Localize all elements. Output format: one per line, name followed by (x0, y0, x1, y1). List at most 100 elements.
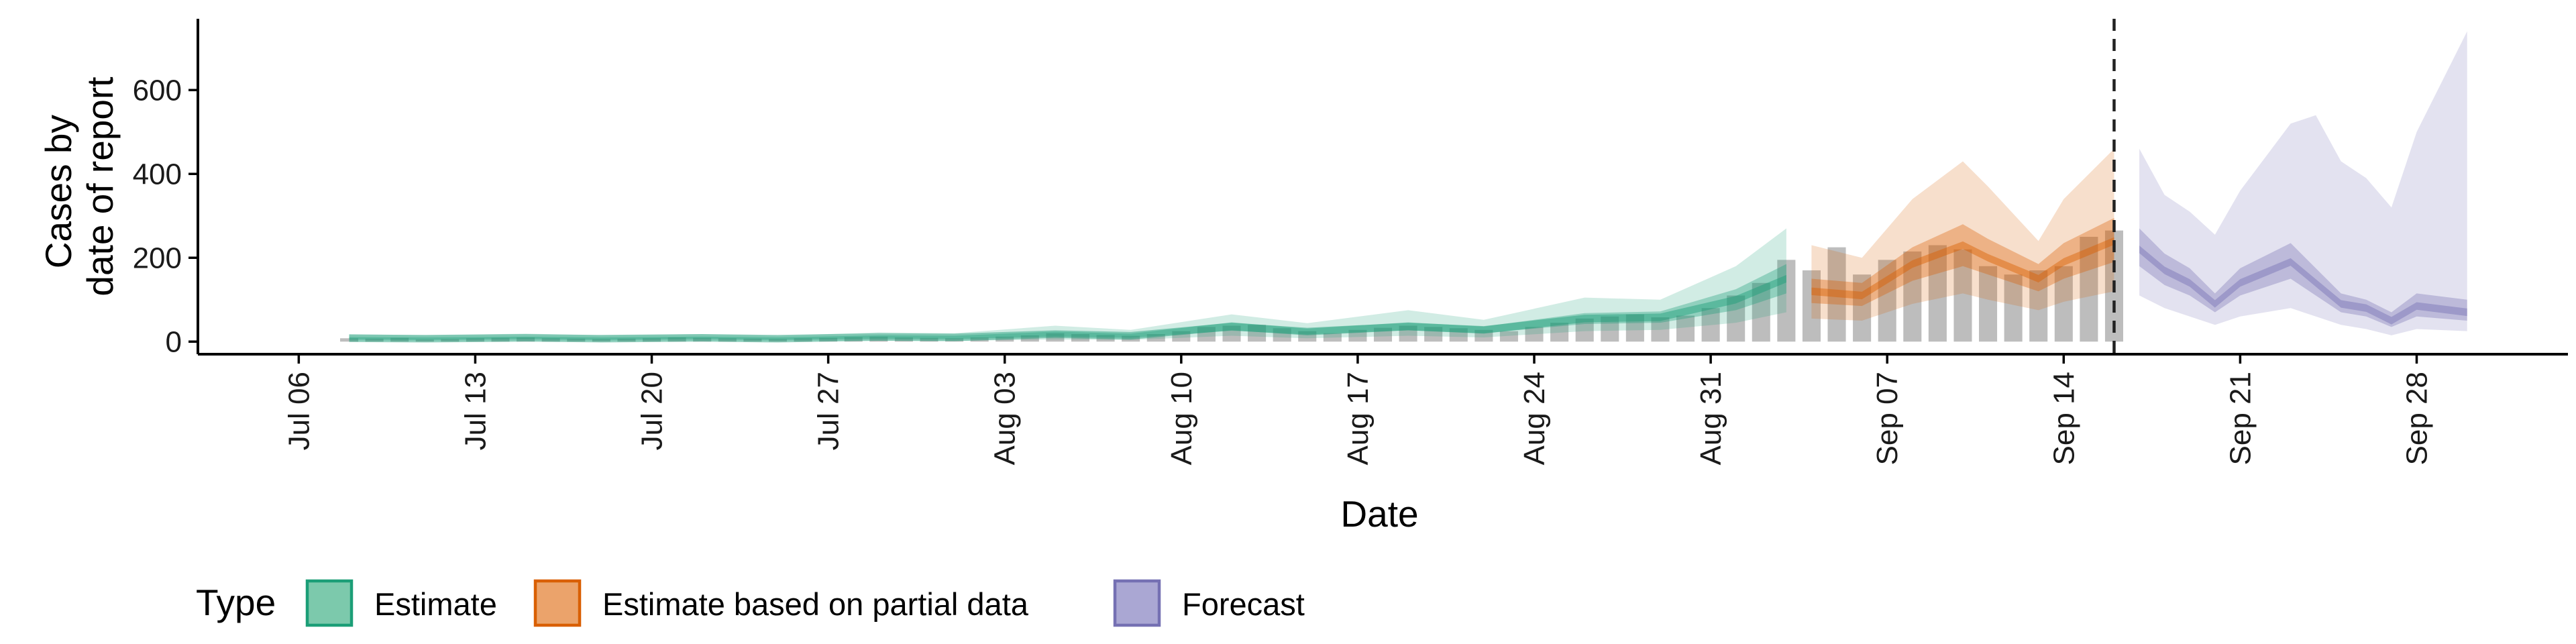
reported-cases-bar (1625, 314, 1644, 342)
reported-cases-bar (718, 338, 737, 342)
band-50-estimate-based-on-partial-data (1811, 217, 2114, 307)
reported-cases-bar (517, 337, 535, 342)
reported-cases-bar (1424, 327, 1443, 342)
reported-cases-bar (1071, 334, 1090, 342)
reported-cases-bar (1373, 327, 1393, 342)
reported-cases-bar (1903, 251, 1922, 342)
x-tick-label: Sep 21 (2224, 372, 2257, 465)
reported-cases-bar (1197, 327, 1216, 342)
reported-cases-bar (1651, 317, 1670, 342)
legend-key-estimate-based-on-partial-data (533, 579, 582, 627)
reported-cases-bar (996, 336, 1014, 342)
reported-cases-bar (1575, 318, 1594, 342)
y-axis-title: Cases by date of report (38, 76, 121, 296)
legend-item-estimate: Estimate (305, 579, 497, 627)
legend-key-estimate (305, 579, 354, 627)
reported-cases-bar (1273, 328, 1291, 342)
reported-cases-bar (2080, 237, 2098, 342)
reported-cases-bar (1727, 295, 1746, 342)
reported-cases-bar (844, 337, 863, 342)
legend-label-estimate-based-on-partial-data: Estimate based on partial data (602, 586, 1029, 622)
reported-cases-bar (2004, 274, 2023, 342)
reported-cases-bar (1928, 245, 1947, 342)
reported-cases-bar (894, 337, 913, 342)
reported-cases-bar (768, 339, 787, 342)
legend-label-forecast: Forecast (1182, 586, 1305, 622)
band-90-estimate (349, 228, 1786, 341)
x-tick-label: Jul 27 (812, 372, 845, 450)
reported-cases-bar (441, 339, 460, 342)
reported-cases-bar (1601, 316, 1619, 342)
x-tick-label: Aug 03 (989, 372, 1022, 465)
reported-cases-bar (1449, 328, 1468, 342)
reported-cases-bar (819, 337, 838, 342)
y-tick-label: 400 (133, 158, 182, 191)
reported-cases-bar (693, 337, 712, 342)
reported-cases-bar (920, 337, 938, 342)
legend-item-estimate-based-on-partial-data: Estimate based on partial data (533, 579, 1029, 627)
reported-cases-bar (1122, 335, 1140, 342)
reported-cases-bar (794, 338, 812, 342)
band-50-forecast (2139, 228, 2467, 327)
y-tick-label: 200 (133, 241, 182, 274)
y-axis-title-line-1: Cases by (38, 115, 79, 269)
reported-cases-bar (415, 339, 434, 342)
band-median-estimate (349, 274, 1786, 343)
x-axis-title: Date (1340, 493, 1418, 535)
reported-cases-bar (390, 337, 409, 342)
reported-cases-bar (1676, 315, 1695, 342)
reported-cases-bar (743, 338, 762, 342)
band-median-estimate-based-on-partial-data (1811, 237, 2114, 300)
reported-cases-bar (2054, 266, 2073, 342)
band-90-estimate-based-on-partial-data (1811, 148, 2114, 321)
reported-cases-bar (1752, 282, 1770, 342)
estimate-bands (349, 31, 2467, 343)
reported-cases-bar (491, 337, 510, 342)
reported-cases-bar (1802, 270, 1821, 342)
series-estimate-based-on-partial-data (1811, 148, 2114, 321)
reported-cases-bar (1550, 323, 1569, 342)
reported-cases-bar (1298, 331, 1317, 342)
legend: Type Estimate Estimate based on partial d… (196, 579, 1305, 627)
axes: 0 200 400 600 Jul 06 Jul 13 Jul 20 Jul 27 Aug 0… (133, 19, 2568, 465)
x-tick-label: Aug 10 (1165, 372, 1198, 465)
x-tick-label: Aug 24 (1518, 372, 1551, 465)
reported-cases-bar (567, 338, 586, 342)
band-90-forecast (2139, 31, 2467, 335)
reported-cases-bar (1878, 260, 1896, 342)
x-tick-label: Jul 13 (459, 372, 492, 450)
reported-cases-bar (1979, 266, 1998, 342)
x-tick-label: Aug 31 (1695, 372, 1727, 465)
series-estimate (349, 228, 1786, 343)
reported-cases-bar (1525, 327, 1544, 342)
reported-cases-bar (1020, 335, 1039, 342)
reported-cases-bar (1222, 325, 1241, 342)
x-tick-label: Aug 17 (1342, 372, 1375, 465)
y-tick-label: 0 (166, 325, 182, 358)
reported-cases-bar (592, 339, 610, 342)
reported-cases-bar (1096, 335, 1115, 342)
reported-cases-bar (1348, 329, 1367, 342)
reported-cases-bar (1827, 247, 1846, 342)
reported-cases-bars (339, 230, 2123, 342)
reported-cases-bar (1853, 274, 1872, 342)
reported-cases-bar (617, 338, 636, 342)
x-tick-label: Sep 07 (1871, 372, 1904, 465)
reported-cases-bar (1474, 329, 1493, 342)
x-tick-label: Jul 06 (282, 372, 315, 450)
reported-cases-bar (1248, 325, 1267, 342)
legend-title: Type (196, 582, 276, 623)
reported-cases-bar (1701, 308, 1720, 342)
series-forecast (2139, 31, 2467, 335)
reported-cases-bar (1323, 333, 1342, 342)
reported-cases-bar (365, 338, 384, 342)
reported-cases-bar (643, 338, 661, 342)
reported-cases-bar (1953, 249, 1972, 342)
reported-cases-bar (945, 338, 964, 342)
reported-cases-bar (1046, 333, 1065, 342)
legend-key-forecast (1113, 579, 1161, 627)
reported-cases-bar (1172, 331, 1191, 342)
reported-cases-bar (339, 338, 359, 342)
